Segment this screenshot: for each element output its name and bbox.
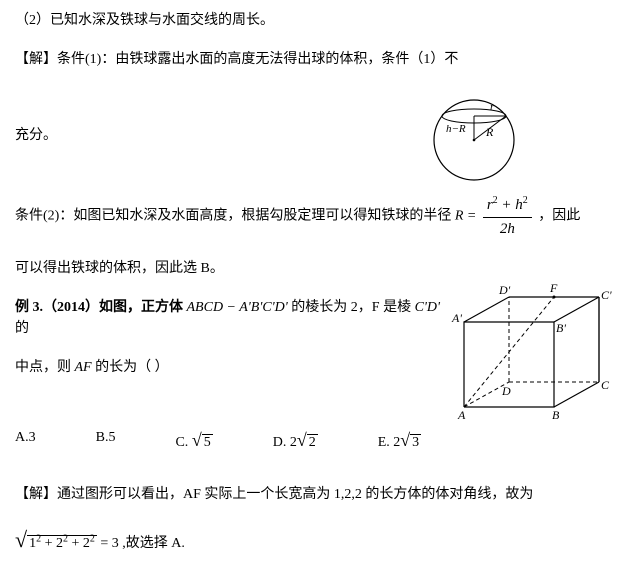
option-d: D. 2√2: [273, 427, 318, 454]
eq-frac: r2 + h2 2h: [483, 193, 532, 240]
svg-text:A': A': [451, 311, 462, 325]
eq-lhs: R =: [455, 209, 480, 224]
example3-line1: 例 3.（2014）如图，正方体 ABCD − A'B'C'D' 的棱长为 2，…: [15, 297, 445, 339]
svg-text:B: B: [552, 408, 560, 422]
cond2-post: ，因此: [538, 209, 580, 224]
svg-text:C: C: [601, 378, 610, 392]
condition-2: （2）已知水深及铁球与水面交线的周长。: [15, 10, 624, 31]
solution-cond2-line2: 可以得出铁球的体积，因此选 B。: [15, 258, 624, 279]
svg-text:D: D: [501, 384, 511, 398]
svg-text:F: F: [549, 281, 558, 295]
svg-text:D': D': [498, 283, 511, 297]
solution-cond1-line2: 充分。: [15, 125, 57, 146]
svg-text:r: r: [490, 101, 495, 113]
option-e: E. 2√3: [378, 427, 421, 454]
svg-text:B': B': [556, 321, 566, 335]
example3-line2: 中点，则 AF 的长为（ ）: [15, 357, 445, 378]
svg-text:C': C': [601, 288, 612, 302]
cube-figure: A B C D A' B' C' D' F: [444, 277, 614, 427]
option-b: B.5: [96, 427, 116, 454]
answer-options: A.3 B.5 C. √5 D. 2√2 E. 2√3: [15, 427, 624, 454]
solution-cond1-line1: 【解】条件(1)：由铁球露出水面的高度无法得出球的体积，条件（1）不: [15, 49, 624, 70]
svg-text:R: R: [485, 125, 494, 139]
cond2-pre: 条件(2)：如图已知水深及水面高度，根据勾股定理可以得知铁球的半径: [15, 209, 451, 224]
example3-solution-line1: 【解】通过图形可以看出，AF 实际上一个长宽高为 1,2,2 的长方体的体对角线…: [15, 484, 624, 505]
example3-solution-line2: √12 + 22 + 22 = 3 ,故选择 A.: [15, 523, 624, 556]
solution-cond2-line1: 条件(2)：如图已知水深及水面高度，根据勾股定理可以得知铁球的半径 R = r2…: [15, 193, 624, 240]
option-c: C. √5: [175, 427, 212, 454]
svg-text:h−R: h−R: [446, 123, 466, 135]
option-a: A.3: [15, 427, 36, 454]
sphere-figure: h−R R r: [424, 88, 524, 183]
svg-text:A: A: [457, 408, 466, 422]
